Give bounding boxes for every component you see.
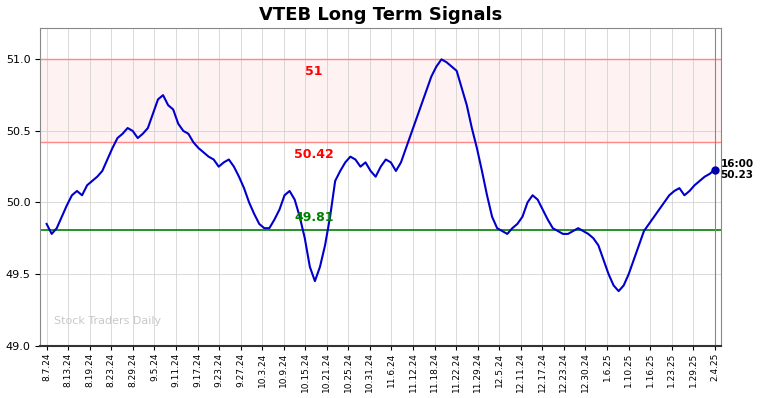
- Text: Stock Traders Daily: Stock Traders Daily: [54, 316, 161, 326]
- Text: 50.42: 50.42: [294, 148, 334, 161]
- Bar: [40, 59, 721, 142]
- Text: 49.81: 49.81: [294, 211, 334, 224]
- Text: 51: 51: [305, 65, 323, 78]
- Text: 16:00
50.23: 16:00 50.23: [720, 159, 753, 180]
- Title: VTEB Long Term Signals: VTEB Long Term Signals: [259, 6, 503, 23]
